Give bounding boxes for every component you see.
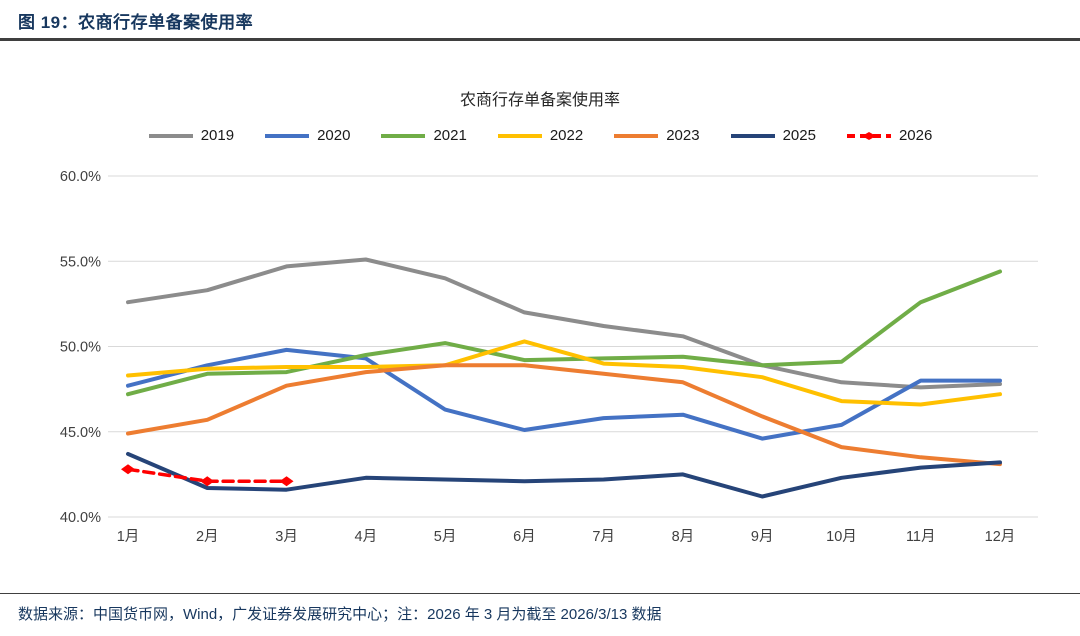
legend-item-2019: 2019 — [148, 127, 234, 144]
x-axis-tick-label: 12月 — [985, 529, 1016, 545]
figure-footer: 数据来源：中国货币网，Wind，广发证券发展研究中心；注：2026 年 3 月为… — [0, 593, 1080, 624]
legend-item-2026: 2026 — [846, 127, 932, 144]
legend-item-2022: 2022 — [497, 127, 583, 144]
series-marker-2026 — [279, 476, 294, 487]
series-marker-2026 — [121, 464, 135, 475]
chart-legend: 2019 2020 2021 2022 2023 2025 2026 — [0, 127, 1080, 144]
y-axis-tick-label: 55.0% — [60, 254, 101, 270]
source-note: 数据来源：中国货币网，Wind，广发证券发展研究中心；注：2026 年 3 月为… — [18, 606, 662, 623]
y-axis-tick-label: 45.0% — [60, 425, 101, 441]
legend-swatch-2020 — [265, 133, 310, 138]
legend-label: 2020 — [317, 127, 351, 144]
legend-label: 2025 — [782, 127, 816, 144]
x-axis-tick-label: 11月 — [906, 529, 936, 545]
legend-swatch-2021 — [381, 133, 426, 138]
figure-title: 图 19：农商行存单备案使用率 — [18, 13, 254, 32]
x-axis-tick-label: 5月 — [434, 529, 457, 545]
series-line-2019 — [126, 257, 1002, 390]
x-axis-tick-label: 6月 — [513, 529, 536, 545]
legend-swatch-2022 — [497, 133, 542, 138]
y-axis-tick-label: 40.0% — [60, 510, 101, 526]
chart-title: 农商行存单备案使用率 — [459, 92, 620, 109]
legend-item-2020: 2020 — [264, 127, 350, 144]
series-line-2022 — [126, 339, 1002, 407]
y-axis-tick-label: 50.0% — [60, 340, 101, 356]
x-axis-tick-label: 7月 — [592, 529, 615, 545]
series-line-2025 — [126, 451, 1002, 499]
x-axis-tick-label: 9月 — [751, 529, 774, 545]
series-line-2021 — [126, 269, 1002, 397]
legend-label: 2023 — [666, 127, 700, 144]
x-axis-tick-label: 10月 — [826, 529, 857, 545]
legend-label: 2022 — [549, 127, 584, 144]
x-axis-tick-label: 2月 — [196, 529, 219, 545]
legend-swatch-2025 — [730, 133, 775, 138]
legend-swatch-2026 — [846, 131, 891, 140]
series-line-2020 — [126, 347, 1002, 441]
legend-label: 2026 — [898, 127, 933, 144]
legend-item-2023: 2023 — [613, 127, 700, 144]
series-line-2023 — [126, 363, 1002, 467]
series-marker-2026 — [200, 476, 215, 487]
figure-header: 图 19：农商行存单备案使用率 — [0, 0, 1080, 41]
legend-label: 2019 — [200, 127, 235, 144]
x-axis-tick-label: 8月 — [672, 529, 695, 545]
x-axis-tick-label: 1月 — [117, 529, 140, 545]
legend-swatch-2019 — [148, 133, 193, 138]
legend-item-2025: 2025 — [730, 127, 816, 144]
x-axis-tick-label: 4月 — [355, 529, 378, 545]
y-axis-tick-label: 60.0% — [60, 169, 101, 185]
legend-label: 2021 — [433, 127, 467, 144]
legend-swatch-2023 — [614, 133, 659, 138]
x-axis-tick-label: 3月 — [275, 529, 298, 545]
legend-item-2021: 2021 — [380, 127, 467, 144]
